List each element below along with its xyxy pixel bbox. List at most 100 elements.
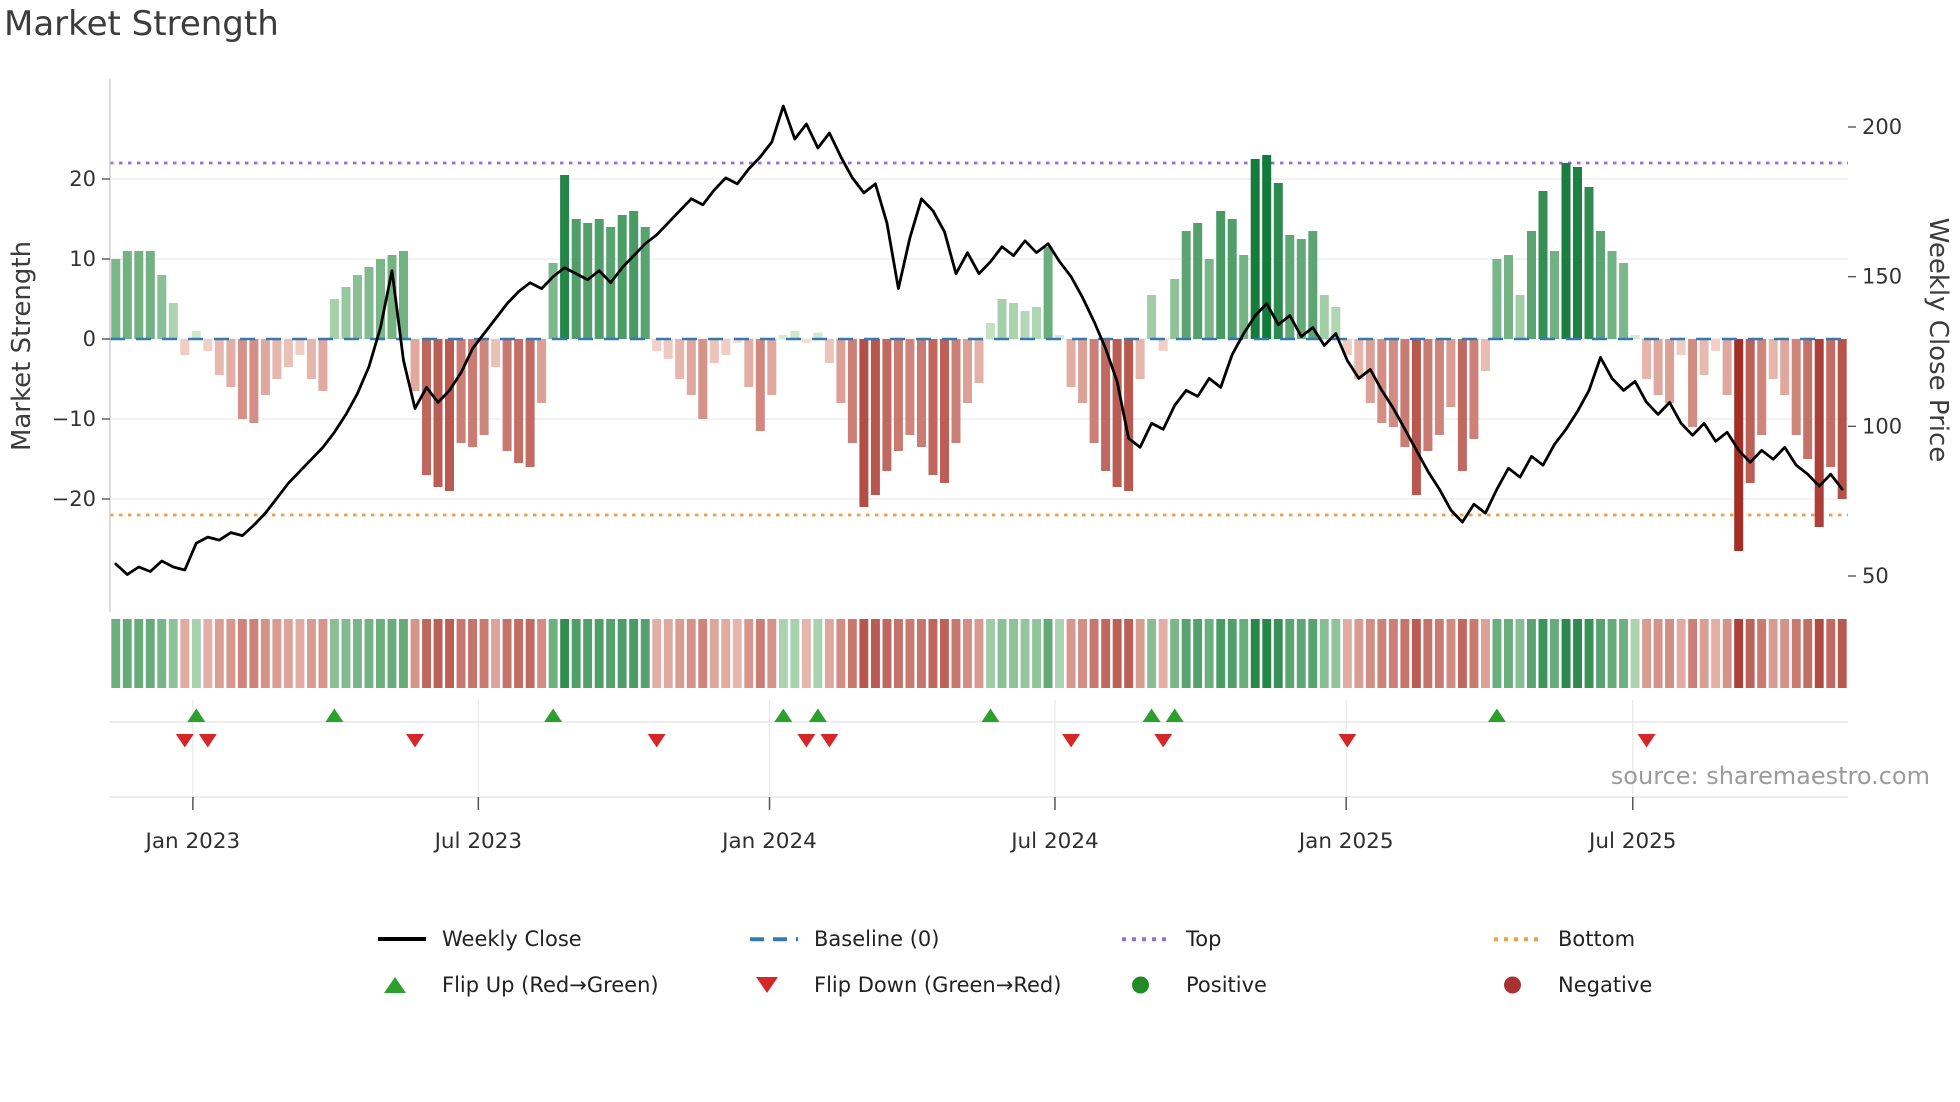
heatmap-cell [1619,619,1628,688]
legend-label: Baseline (0) [814,927,940,951]
strength-bar [1745,339,1755,483]
heatmap-cell [1239,619,1249,688]
legend-label: Weekly Close [442,927,582,951]
strength-heatmap [111,619,1847,688]
strength-bar [433,339,443,487]
strength-bar [1757,339,1767,435]
left-axis-tick-label: −10 [52,407,96,431]
strength-bar [744,339,754,387]
heatmap-cell [963,619,972,688]
top-dotted-swatch [1122,928,1170,950]
heatmap-cell [1365,619,1375,688]
heatmap-cell [479,619,489,688]
left-axis-tick-label: −20 [52,487,96,511]
heatmap-cell [399,619,408,688]
heatmap-cell [122,619,132,688]
heatmap-cell [1745,619,1755,688]
heatmap-cell [1791,619,1801,688]
heatmap-cell [1688,619,1698,688]
strength-bar [387,255,397,339]
heatmap-cell [560,619,570,688]
heatmap-cell [283,619,293,688]
flip-down-marker [406,734,424,748]
negative-dot-icon [1494,974,1542,996]
strength-bar [203,339,213,351]
strength-bar [525,339,535,467]
strength-bar [168,303,178,339]
heatmap-cell [191,619,201,688]
strength-bar [1699,339,1709,375]
legend-label: Positive [1186,973,1267,997]
flip-up-marker [1142,708,1161,722]
heatmap-cell [813,619,823,688]
heatmap-cell [1273,619,1283,688]
strength-bar [859,339,869,507]
heatmap-cell [997,619,1007,688]
heatmap-cell [330,619,339,688]
heatmap-cell [422,619,431,688]
strength-bar [893,339,903,451]
right-axis-tick-label: 200 [1862,115,1902,139]
strength-bar [1826,339,1836,467]
heatmap-cell [1101,619,1111,688]
heatmap-cell [295,619,305,688]
heatmap-cell [986,619,995,688]
strength-bar [214,339,224,375]
heatmap-cell [1527,619,1536,688]
strength-bar [801,339,811,343]
heatmap-cell [387,619,397,688]
strength-bar [1480,339,1490,371]
strength-bar [1043,247,1053,339]
heatmap-cell [1837,619,1847,688]
heatmap-cell [847,619,857,688]
heatmap-cell [675,619,685,688]
strength-bar [1596,231,1605,339]
heatmap-cell [1481,619,1490,688]
strength-bar [1135,339,1145,379]
heatmap-cell [1434,619,1444,688]
heatmap-cell [1550,619,1559,688]
left-axis-tick-label: 10 [69,247,96,271]
x-axis-tick-label: Jul 2023 [433,829,523,854]
heatmap-cell [1665,619,1674,688]
bottom-dotted-swatch [1494,928,1542,950]
heatmap-cell [214,619,224,688]
heatmap-cell [755,619,765,688]
heatmap-cell [1250,619,1260,688]
strength-bar [755,339,765,431]
strength-bar [1423,339,1433,451]
heatmap-cell [1630,619,1640,688]
strength-bar [1112,339,1122,487]
strength-bar [1055,335,1065,339]
legend-item-top: Top [1122,916,1494,962]
right-axis-tick-label: 150 [1862,265,1902,289]
strength-bar [1308,231,1318,339]
heatmap-cell [836,619,846,688]
strength-bar [640,227,650,339]
strength-bar [318,339,328,391]
heatmap-cell [1308,619,1318,688]
right-axis-tick-label: 100 [1862,414,1902,438]
weekly-close-line-swatch [378,928,426,950]
strength-bar [928,339,938,475]
heatmap-cell [1400,619,1410,688]
strength-bar [1446,339,1456,407]
heatmap-cell [364,619,374,688]
legend-label: Bottom [1558,927,1636,951]
heatmap-cell [1296,619,1306,688]
strength-bar [399,251,408,339]
flip-up-marker [325,708,344,722]
strength-bar [1504,255,1513,339]
legend-item-negative: Negative [1494,962,1866,1008]
heatmap-cell [1780,619,1790,688]
heatmap-cell [767,619,777,688]
heatmap-cell [1354,619,1364,688]
strength-bar [422,339,431,475]
heatmap-cell [1446,619,1456,688]
strength-bar [1515,295,1525,339]
heatmap-cell [1170,619,1180,688]
strength-bar [1296,239,1306,339]
strength-bar [329,299,339,339]
strength-bar [1216,211,1226,339]
heatmap-cell [1124,619,1134,688]
